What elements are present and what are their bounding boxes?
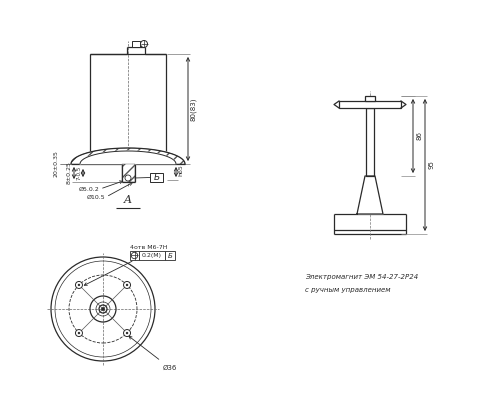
Bar bbox=[132, 41, 140, 47]
Polygon shape bbox=[80, 151, 176, 164]
Bar bbox=[139, 251, 165, 260]
Text: A: A bbox=[124, 195, 132, 205]
Text: 20±0.35: 20±0.35 bbox=[54, 150, 59, 177]
Circle shape bbox=[78, 284, 80, 286]
Circle shape bbox=[141, 41, 147, 47]
Circle shape bbox=[75, 282, 83, 288]
Text: Б: Б bbox=[154, 173, 159, 182]
Bar bbox=[339, 101, 401, 108]
Text: 8±0.25: 8±0.25 bbox=[67, 162, 72, 184]
Text: Электромагнит ЭМ 54-27-2Р24: Электромагнит ЭМ 54-27-2Р24 bbox=[305, 274, 418, 280]
Bar bbox=[130, 251, 139, 260]
Text: 7-0.5: 7-0.5 bbox=[77, 166, 82, 180]
Polygon shape bbox=[121, 164, 134, 182]
Text: Ø10.5: Ø10.5 bbox=[86, 194, 105, 199]
Text: 80(83): 80(83) bbox=[190, 97, 196, 121]
Text: 86: 86 bbox=[416, 132, 422, 140]
Circle shape bbox=[101, 308, 105, 310]
Text: h65: h65 bbox=[178, 164, 183, 176]
Polygon shape bbox=[357, 176, 383, 214]
Text: 95: 95 bbox=[428, 160, 434, 169]
Text: с ручным управлением: с ручным управлением bbox=[305, 287, 391, 293]
Circle shape bbox=[126, 284, 128, 286]
Circle shape bbox=[51, 257, 155, 361]
Circle shape bbox=[78, 332, 80, 334]
Circle shape bbox=[125, 175, 131, 181]
Polygon shape bbox=[71, 148, 185, 164]
Circle shape bbox=[123, 282, 131, 288]
Text: Б: Б bbox=[168, 253, 172, 259]
Text: Ø5.0.2: Ø5.0.2 bbox=[78, 186, 99, 191]
Text: Ø36: Ø36 bbox=[163, 365, 178, 371]
Text: 0.2(M): 0.2(M) bbox=[142, 253, 162, 258]
Bar bbox=[365, 96, 375, 101]
Bar bbox=[165, 251, 175, 260]
Circle shape bbox=[123, 329, 131, 336]
Bar bbox=[366, 108, 374, 176]
Bar bbox=[150, 173, 163, 182]
Circle shape bbox=[126, 332, 128, 334]
Text: 4отв M6-7H: 4отв M6-7H bbox=[130, 245, 168, 250]
Circle shape bbox=[75, 329, 83, 336]
